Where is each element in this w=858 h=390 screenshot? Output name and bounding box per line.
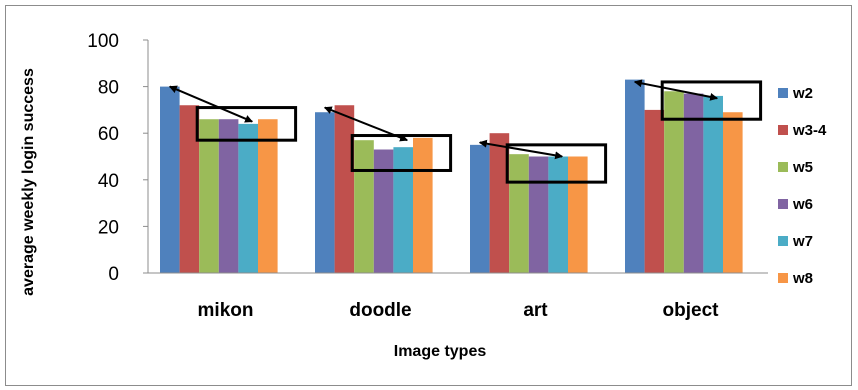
legend-swatch-w8 <box>778 273 788 283</box>
bar-object-w7 <box>703 95 723 273</box>
bar-object-w8 <box>723 112 743 273</box>
bar-mikon-w5 <box>199 119 219 273</box>
highlight-box-object <box>660 80 763 121</box>
legend-swatch-w2 <box>778 88 788 98</box>
y-axis-title: average weekly login success <box>20 68 37 296</box>
y-tick-label: 20 <box>98 217 119 238</box>
legend-swatch-w6 <box>778 199 788 209</box>
y-tick-label: 0 <box>108 264 119 285</box>
bar-mikon-w2 <box>160 86 180 273</box>
bar-doodle-w8 <box>413 137 433 273</box>
legend-label-w8: w8 <box>792 270 813 287</box>
category-label-doodle: doodle <box>349 300 411 321</box>
highlight-box-doodle <box>350 134 453 172</box>
legend-swatch-w7 <box>778 236 788 246</box>
highlight-box-art <box>505 143 608 184</box>
category-label-art: art <box>523 300 548 321</box>
bar-mikon-w3-4 <box>179 105 200 274</box>
legend-label-w2: w2 <box>792 85 813 102</box>
bar-art-w3-4 <box>489 133 510 273</box>
bar-object-w6 <box>683 93 704 273</box>
highlight-box-mikon <box>195 106 298 142</box>
bar-doodle-w5 <box>354 140 374 273</box>
annotation-arrow-art <box>478 139 564 160</box>
y-tick-label: 80 <box>98 78 119 99</box>
legend-swatch-w5 <box>778 162 788 172</box>
bar-doodle-w3-4 <box>334 105 355 274</box>
category-label-object: object <box>663 300 720 321</box>
category-label-mikon: mikon <box>198 300 254 321</box>
category-labels: mikon doodle art object <box>198 300 720 321</box>
bar-art-w8 <box>568 156 588 273</box>
bar-object-w2 <box>625 79 645 273</box>
bar-mikon-w6 <box>218 119 239 273</box>
bar-art-w7 <box>548 156 568 273</box>
legend-label-w6: w6 <box>792 196 813 213</box>
bar-doodle-w6 <box>373 149 394 273</box>
bar-art-w6 <box>528 156 549 273</box>
y-tick-label: 40 <box>98 171 119 192</box>
legend-label-w5: w5 <box>792 159 813 176</box>
annotation-arrow-object <box>633 79 719 101</box>
annotation-arrow-mikon <box>168 85 254 123</box>
bar-art-w2 <box>470 144 490 273</box>
bar-doodle-w7 <box>393 147 413 273</box>
y-axis-ticks: 0 20 40 60 80 100 <box>87 31 148 285</box>
legend: w2 w3-4 w5 w6 w7 w8 <box>778 85 827 287</box>
bars <box>160 79 743 274</box>
bar-object-w3-4 <box>644 109 665 274</box>
bar-object-w5 <box>664 91 684 273</box>
bar-doodle-w2 <box>315 112 335 273</box>
y-tick-label: 100 <box>87 31 119 52</box>
legend-label-w3-4: w3-4 <box>792 122 827 139</box>
legend-label-w7: w7 <box>792 233 813 250</box>
legend-swatch-w3-4 <box>778 125 788 135</box>
annotations <box>168 79 763 184</box>
y-tick-label: 60 <box>98 124 119 145</box>
bar-art-w5 <box>509 154 529 273</box>
x-axis-title: Image types <box>394 343 487 360</box>
bar-mikon-w7 <box>238 123 258 273</box>
bar-mikon-w8 <box>258 119 278 273</box>
